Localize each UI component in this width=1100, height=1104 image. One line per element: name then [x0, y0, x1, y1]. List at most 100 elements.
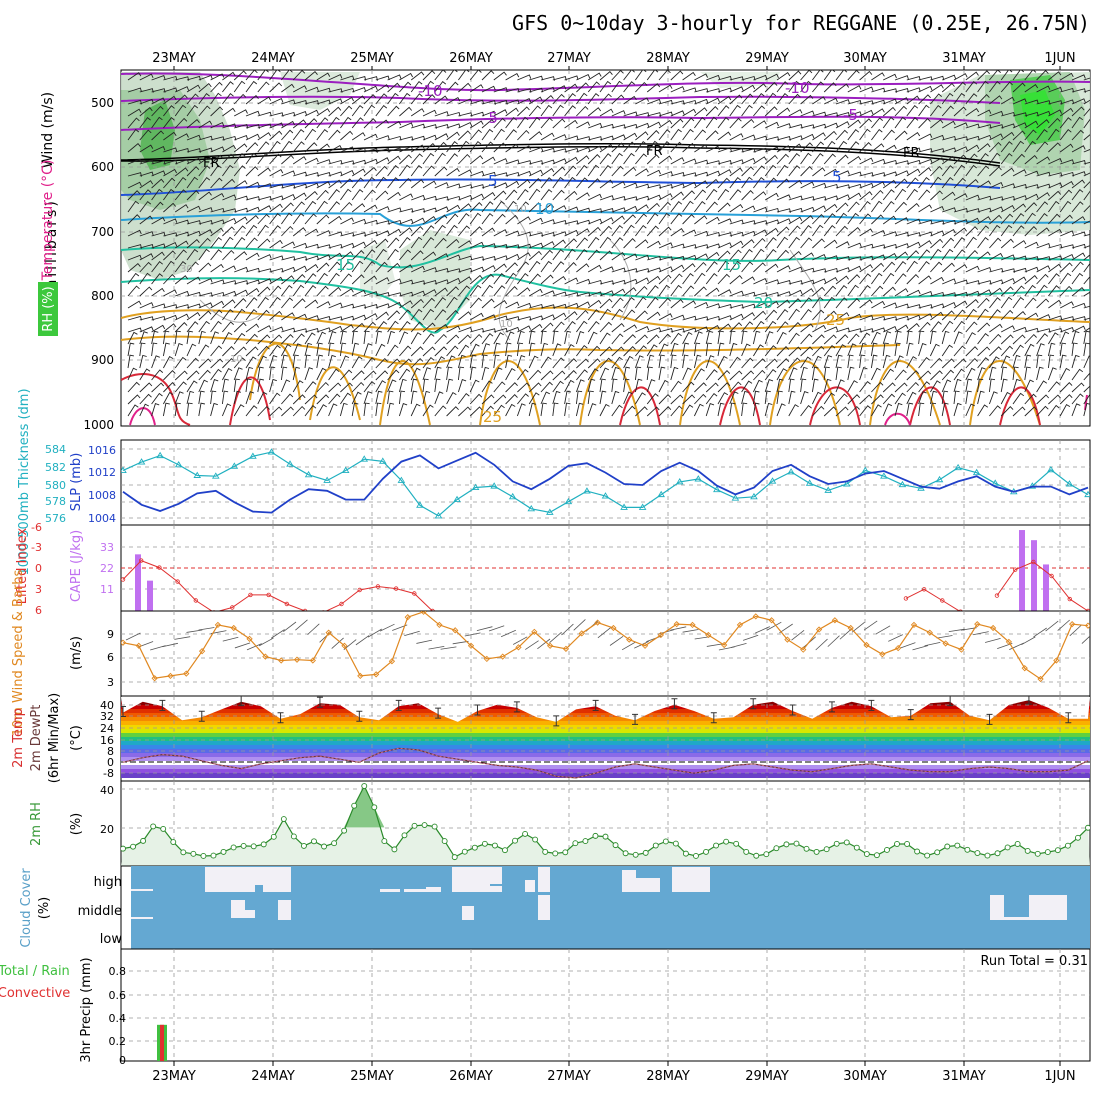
rh-marker: [753, 852, 760, 859]
wind-barb: [953, 227, 967, 237]
wind-barb: [894, 178, 908, 189]
wind-barb: [634, 366, 642, 381]
wind-barb: [163, 75, 178, 81]
wind-barb: [127, 128, 140, 141]
wind-barb: [281, 140, 293, 153]
wind-barb: [422, 70, 436, 81]
wind-barb: [552, 134, 567, 141]
wind-barb: [469, 354, 477, 369]
wind-barb: [835, 202, 849, 213]
wind-barb: [446, 254, 461, 261]
wind-barb: [729, 342, 738, 357]
wind-barb: [139, 159, 154, 165]
wind-barb: [257, 224, 269, 237]
temp-grid: [121, 696, 1090, 781]
wind-barb: [458, 121, 473, 129]
wind-barb: [355, 635, 370, 646]
wind-barb: [918, 356, 930, 369]
tick-label: 576: [45, 512, 66, 525]
wind-barb: [788, 390, 796, 405]
wind-barb: [788, 143, 802, 153]
wind-barb: [446, 153, 458, 165]
wind-barb: [233, 298, 247, 309]
wind-barb: [599, 332, 611, 345]
wind-barb: [1024, 275, 1038, 285]
wind-barb: [186, 303, 201, 309]
wind-barb: [186, 370, 200, 381]
wind-barb: [198, 191, 212, 201]
wind-barb: [351, 330, 358, 345]
wind-barb: [198, 627, 215, 631]
wind-barb: [411, 265, 425, 273]
wind-barb: [410, 346, 424, 357]
wind-barb: [989, 333, 1002, 345]
contour-label: 5: [488, 172, 498, 190]
wind-barb: [457, 366, 465, 381]
wind-barb: [458, 212, 470, 225]
tick-label: 22: [100, 562, 114, 575]
wind-barb: [422, 180, 437, 189]
wind-barb: [233, 216, 248, 225]
wind-barb: [788, 124, 803, 129]
rh-marker: [793, 840, 800, 847]
wind-barb: [505, 72, 520, 81]
rh-marker: [220, 848, 227, 855]
wind-barb: [422, 308, 435, 321]
wind-barb: [741, 380, 753, 393]
thickness-line: [122, 451, 1089, 517]
wind-barb: [764, 320, 777, 333]
wind-barb: [788, 308, 800, 321]
wind-barb: [859, 86, 874, 93]
lifted-ylabel: Lifted Index: [15, 527, 30, 604]
wind-barb: [1024, 241, 1039, 249]
wind-barb: [540, 147, 555, 153]
wind-barb: [316, 316, 331, 321]
wind-barb: [859, 70, 873, 81]
wind-barb: [670, 172, 685, 177]
wind-barb: [599, 357, 612, 369]
wind-barb: [753, 156, 767, 165]
wind-barb: [788, 153, 801, 165]
wind-barb: [977, 297, 990, 309]
wind-barb: [186, 230, 201, 237]
wind-barb: [776, 368, 788, 381]
wind-barb: [422, 251, 437, 261]
wind-barb: [564, 358, 577, 369]
wind-barb: [670, 213, 683, 225]
rh-marker: [843, 839, 850, 846]
wind-barb: [871, 87, 886, 93]
wind-barb: [823, 310, 837, 321]
wind-barb: [753, 206, 768, 213]
wind-barb: [788, 165, 801, 177]
wind-barb: [694, 326, 709, 333]
wind-barb: [233, 357, 246, 369]
wind-barb: [340, 251, 354, 261]
wind-barb: [682, 342, 689, 357]
wind-barb: [221, 390, 229, 405]
wind-barb: [340, 315, 355, 321]
wind-barb: [552, 205, 567, 213]
wind-barb: [576, 237, 588, 249]
wind-barb: [469, 155, 484, 165]
wind-barb: [776, 218, 791, 225]
wind-barb: [635, 204, 649, 213]
wind-barb: [859, 213, 872, 225]
wind-barb: [257, 205, 272, 213]
wind-speed-marker: [515, 644, 522, 651]
wind-barb: [977, 180, 991, 189]
wind-barb: [210, 177, 223, 189]
wind-barb: [1000, 141, 1013, 153]
wind-barb: [1071, 98, 1086, 105]
wind-barb: [741, 303, 756, 309]
wind-barb: [989, 152, 1001, 165]
wind-barb: [764, 92, 777, 105]
wind-barb: [387, 191, 401, 201]
wind-barb: [812, 324, 826, 333]
wind-barb: [328, 272, 340, 285]
wind-barb: [824, 122, 839, 129]
wind-barb: [399, 81, 412, 93]
wind-barb: [257, 278, 272, 285]
wind-barb: [411, 290, 426, 297]
wind-speed-marker: [594, 619, 601, 626]
wind-barb: [328, 189, 340, 201]
